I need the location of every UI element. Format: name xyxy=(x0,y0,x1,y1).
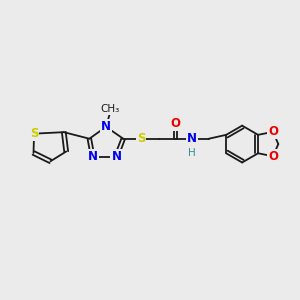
Text: CH₃: CH₃ xyxy=(100,104,119,114)
Text: O: O xyxy=(268,125,278,138)
Text: N: N xyxy=(101,120,111,133)
Text: S: S xyxy=(30,127,38,140)
Text: O: O xyxy=(171,117,181,130)
Text: N: N xyxy=(111,150,122,163)
Text: N: N xyxy=(187,132,197,145)
Text: H: H xyxy=(188,148,196,158)
Text: S: S xyxy=(137,132,145,145)
Text: N: N xyxy=(88,150,98,163)
Text: O: O xyxy=(268,150,278,163)
